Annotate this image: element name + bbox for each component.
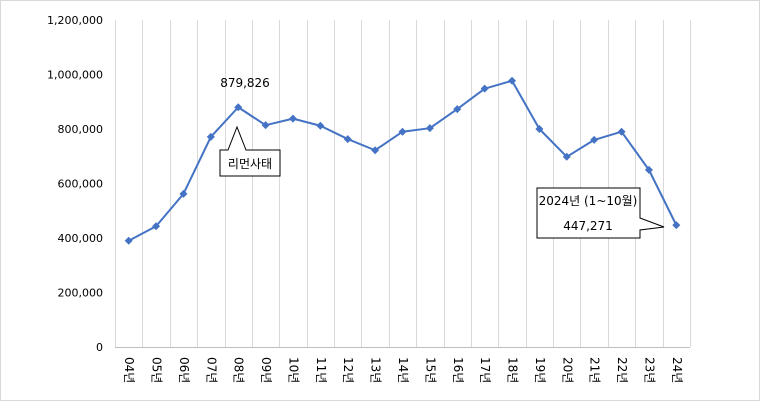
data-point-marker — [562, 152, 571, 161]
x-tick-label: 18년 — [506, 357, 520, 383]
data-point-marker — [425, 124, 434, 133]
peak-data-label: 879,826 — [220, 76, 270, 90]
callout-lehman: 리먼사태 — [219, 125, 281, 177]
x-tick-label: 05년 — [150, 357, 164, 383]
data-point-marker — [152, 222, 161, 231]
x-tick-label: 15년 — [423, 357, 437, 383]
data-point-marker — [535, 125, 544, 133]
x-tick-label: 06년 — [177, 357, 191, 383]
callout-2024: 2024년 (1~10월) 447,271 — [536, 187, 665, 239]
y-tick-label: 800,000 — [58, 123, 104, 136]
data-point-marker — [672, 221, 681, 230]
x-tick-label: 09년 — [259, 357, 273, 383]
callout-2024-box — [536, 187, 665, 239]
x-tick-label: 17년 — [478, 357, 492, 383]
y-tick-label: 1,200,000 — [47, 14, 103, 27]
data-point-marker — [644, 165, 653, 174]
x-tick-label: 16년 — [451, 357, 465, 383]
x-tick-label: 12년 — [341, 357, 355, 383]
y-axis: 0 200,000 400,000 600,000 800,000 1,000,000 1,… — [47, 14, 103, 354]
y-tick-label: 0 — [96, 341, 103, 354]
data-point-marker — [261, 121, 270, 130]
y-tick-label: 1,000,000 — [47, 69, 103, 82]
x-tick-label: 23년 — [642, 357, 656, 383]
x-tick-label: 21년 — [588, 357, 602, 383]
data-point-marker — [480, 84, 489, 93]
data-point-marker — [179, 189, 188, 198]
x-tick-label: 08년 — [232, 357, 246, 383]
callout-lehman-box — [219, 125, 281, 177]
series-layer — [124, 76, 681, 245]
data-point-marker — [343, 135, 352, 144]
y-tick-label: 600,000 — [58, 178, 104, 191]
data-point-marker — [398, 127, 407, 136]
x-tick-label: 07년 — [204, 357, 218, 383]
x-tick-label: 19년 — [533, 357, 547, 383]
y-tick-label: 200,000 — [58, 287, 104, 300]
x-tick-label: 20년 — [560, 357, 574, 383]
x-tick-label: 24년 — [670, 357, 684, 383]
x-tick-label: 10년 — [286, 357, 300, 383]
callout-lehman-text: 리먼사태 — [228, 157, 272, 171]
x-tick-label: 04년 — [122, 357, 136, 383]
data-point-marker — [371, 146, 380, 155]
y-tick-label: 400,000 — [58, 232, 104, 245]
x-tick-label: 14년 — [396, 357, 410, 383]
data-point-marker — [453, 105, 462, 114]
data-point-marker — [316, 121, 325, 130]
callout-2024-value: 447,271 — [563, 219, 613, 233]
data-point-marker — [508, 76, 517, 85]
x-tick-label: 13년 — [369, 357, 383, 383]
callout-2024-title: 2024년 (1~10월) — [539, 194, 638, 208]
grid-layer — [115, 20, 691, 347]
data-point-marker — [617, 127, 626, 136]
x-tick-label: 11년 — [314, 357, 328, 383]
data-point-marker — [288, 114, 297, 123]
x-tick-label: 22년 — [615, 357, 629, 383]
x-axis: 04년 05년 06년 07년 08년 09년 10년 11년 12년 13년 14년 15년 16년 1… — [115, 347, 690, 383]
data-point-marker — [206, 132, 215, 141]
data-point-marker — [234, 103, 243, 112]
data-point-marker — [590, 135, 599, 144]
data-point-marker — [124, 236, 133, 245]
